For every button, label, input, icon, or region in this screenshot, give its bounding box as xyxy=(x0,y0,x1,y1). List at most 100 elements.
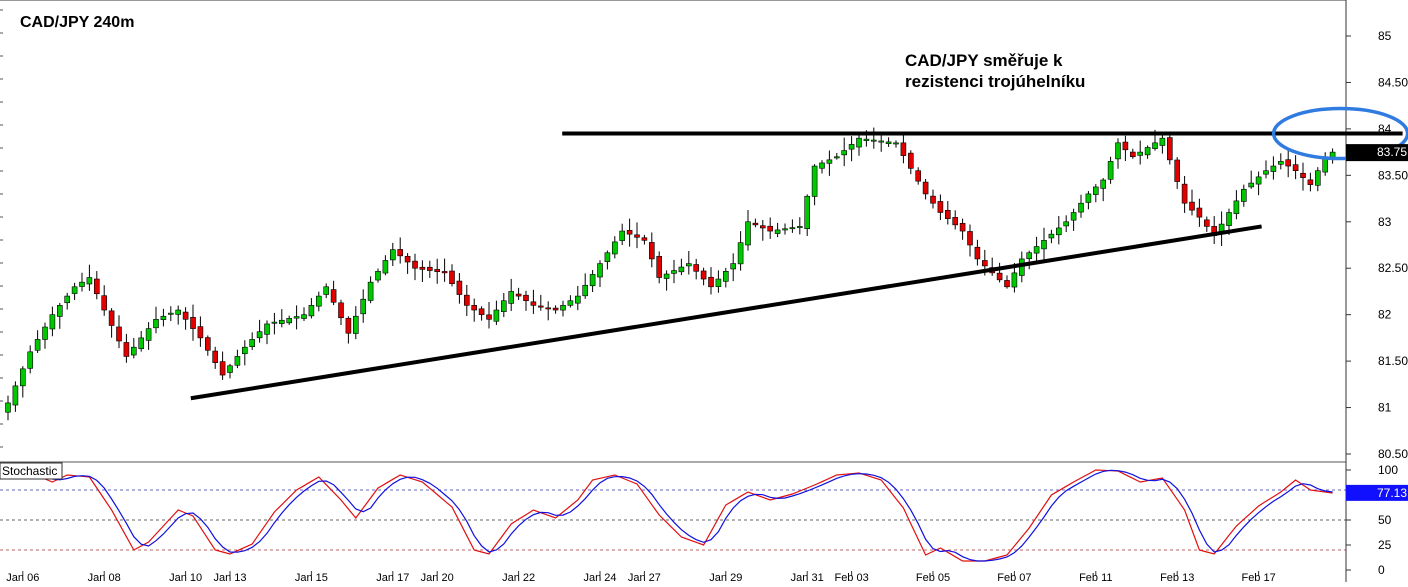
candle-body-up xyxy=(271,321,278,324)
candle xyxy=(382,255,389,276)
time-tick-label: Jan 06 xyxy=(6,572,39,582)
stochastic-label: Stochastic xyxy=(2,464,57,478)
candle-body-up xyxy=(819,162,825,169)
candle-body-down xyxy=(944,210,951,219)
candle-body-down xyxy=(1174,159,1180,182)
candle-body-down xyxy=(648,242,655,260)
candle xyxy=(153,306,159,334)
candle-body-down xyxy=(426,266,433,271)
candle-body-down xyxy=(1307,179,1314,185)
candle xyxy=(1181,176,1188,213)
candle-body-down xyxy=(463,294,470,306)
candle-body-up xyxy=(826,159,833,164)
candle-body-up xyxy=(1078,202,1084,213)
candle xyxy=(330,280,337,306)
candle xyxy=(767,217,774,239)
candle-body-up xyxy=(1011,272,1018,288)
candle-body-up xyxy=(249,339,255,347)
candle xyxy=(893,140,899,148)
candle-body-down xyxy=(1285,159,1291,167)
candle xyxy=(996,262,1003,283)
candle xyxy=(856,132,862,156)
candle xyxy=(375,268,381,283)
candle-body-up xyxy=(315,295,322,307)
candle-body-up xyxy=(382,260,389,274)
annotation-box xyxy=(884,30,1098,92)
candle xyxy=(278,309,285,328)
candle-body-up xyxy=(848,144,855,150)
candle-body-up xyxy=(145,328,152,341)
candle xyxy=(1300,162,1306,191)
candle-body-up xyxy=(168,312,174,315)
candle xyxy=(352,306,359,340)
current-price-label: 83.75 xyxy=(1377,145,1407,159)
candle-body-down xyxy=(456,280,463,295)
candle xyxy=(967,224,973,257)
candle-body-up xyxy=(1056,227,1062,236)
candle-body-up xyxy=(5,402,11,413)
time-tick-label: Jan 24 xyxy=(583,572,616,582)
candle-body-up xyxy=(789,227,796,230)
candle-body-up xyxy=(722,271,729,282)
candle xyxy=(286,315,293,325)
candle-body-down xyxy=(937,201,944,213)
candle-body-down xyxy=(767,225,774,232)
candle xyxy=(774,222,781,238)
candle xyxy=(826,150,833,176)
candle-body-up xyxy=(175,309,181,315)
candle-body-down xyxy=(1167,137,1173,161)
candle-body-down xyxy=(752,222,759,226)
candle xyxy=(42,322,48,349)
candle-body-up xyxy=(367,281,374,301)
candle xyxy=(256,319,263,343)
candle xyxy=(293,305,300,330)
candle xyxy=(1292,155,1299,180)
candle xyxy=(915,167,922,185)
candle xyxy=(930,189,936,209)
candle xyxy=(634,222,640,249)
candle-body-up xyxy=(611,241,618,255)
candle xyxy=(1048,229,1055,244)
candle xyxy=(493,300,500,325)
candle xyxy=(715,270,722,293)
time-tick-label: Jan 15 xyxy=(295,572,328,582)
axis-layer: 85 84.50 84 83.50 83 82.50 82 81.50 81 80.50 Jan 0… xyxy=(0,9,1408,584)
candle xyxy=(1063,215,1069,233)
candle-body-up xyxy=(79,281,85,287)
candle-body-up xyxy=(264,323,270,335)
candle xyxy=(1189,189,1195,216)
candle xyxy=(552,305,559,314)
candle xyxy=(671,259,677,284)
candle xyxy=(478,306,485,321)
candle xyxy=(34,330,41,353)
candle xyxy=(1122,135,1129,162)
candle xyxy=(759,219,766,241)
candle-body-up xyxy=(856,137,862,148)
candle-body-down xyxy=(545,307,552,310)
candle-body-down xyxy=(952,217,959,226)
candle-body-down xyxy=(412,260,418,269)
candle-body-down xyxy=(1300,172,1306,178)
candle-body-down xyxy=(338,302,344,319)
candle-body-up xyxy=(878,140,885,143)
stochastic-d-line xyxy=(7,469,1333,562)
candle-body-down xyxy=(345,317,352,334)
candle xyxy=(205,335,211,356)
candle xyxy=(663,270,670,291)
candle xyxy=(145,322,152,350)
candle xyxy=(730,253,737,282)
candle xyxy=(1278,153,1284,170)
candle xyxy=(456,273,463,304)
candle xyxy=(1174,157,1180,189)
candle-body-up xyxy=(870,139,877,142)
time-tick-label: Feb 07 xyxy=(997,572,1031,582)
candle-body-up xyxy=(86,277,93,285)
candle xyxy=(1085,191,1092,210)
candle xyxy=(819,160,825,174)
candle-body-up xyxy=(589,274,596,287)
candle xyxy=(426,260,433,278)
candle-body-up xyxy=(1315,170,1321,186)
candle-body-up xyxy=(1093,186,1099,195)
candle-body-up xyxy=(1152,142,1158,149)
